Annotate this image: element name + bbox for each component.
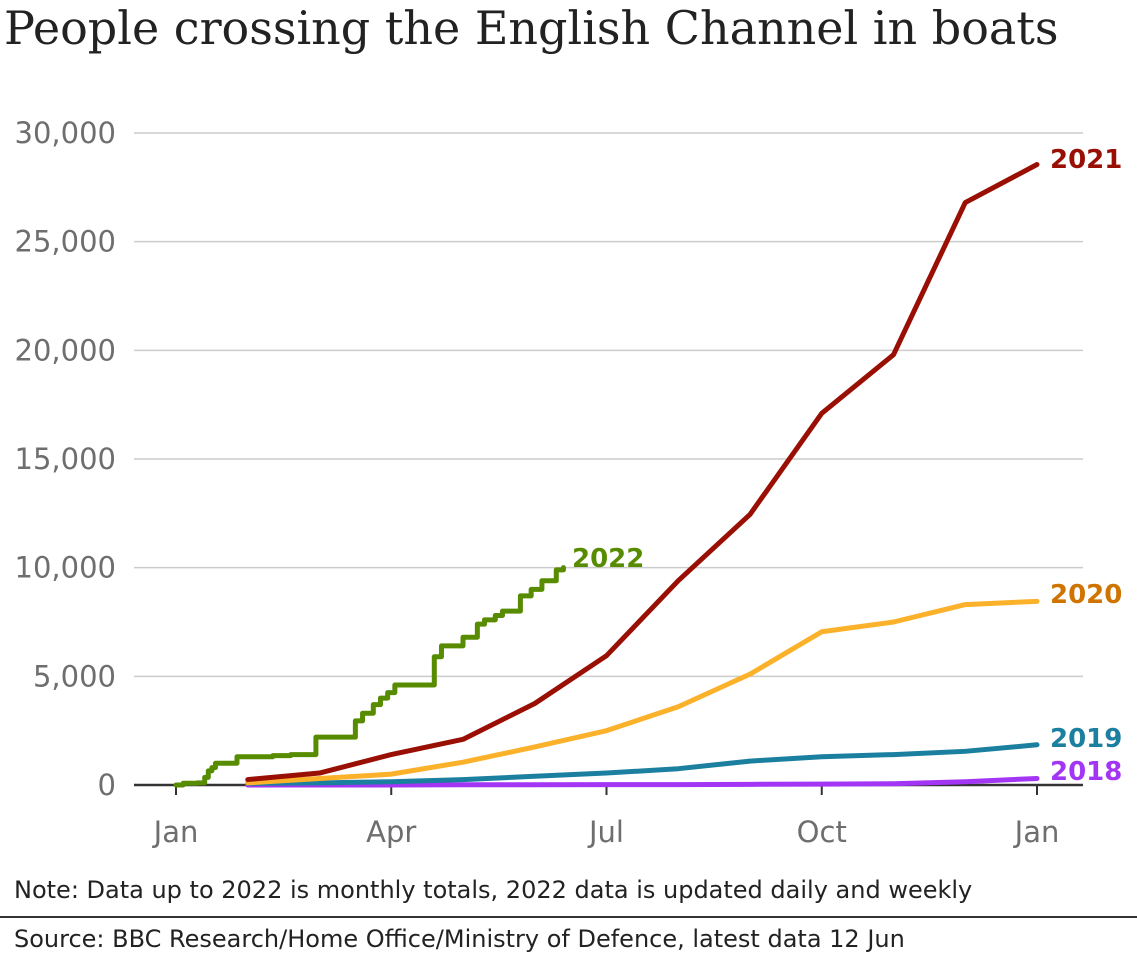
gridlines bbox=[134, 132, 1083, 787]
y-tick-label: 20,000 bbox=[15, 333, 116, 367]
series-label-2020: 2020 bbox=[1050, 580, 1122, 610]
y-tick-label: 10,000 bbox=[15, 551, 116, 585]
chart-note: Note: Data up to 2022 is monthly totals,… bbox=[14, 876, 973, 904]
series-lines bbox=[173, 162, 1040, 788]
series-label-2021: 2021 bbox=[1050, 145, 1122, 175]
x-axis-ticks: Jan Apr Jul Oct Jan bbox=[152, 785, 1060, 849]
chart-source: Source: BBC Research/Home Office/Ministr… bbox=[14, 925, 905, 953]
series-label-2019: 2019 bbox=[1050, 724, 1122, 754]
y-tick-label: 30,000 bbox=[15, 116, 116, 150]
line-chart: 0 5,000 10,000 15,000 20,000 25,000 30,000 Jan… bbox=[15, 116, 1123, 849]
series-line-2020 bbox=[245, 598, 1040, 786]
series-line-2022 bbox=[173, 565, 566, 788]
y-tick-label: 0 bbox=[98, 768, 116, 802]
y-tick-label: 25,000 bbox=[15, 225, 116, 259]
x-tick-label: Apr bbox=[366, 815, 416, 849]
divider bbox=[0, 916, 1137, 918]
chart-title: People crossing the English Channel in b… bbox=[4, 1, 1059, 55]
series-line-2021 bbox=[245, 162, 1040, 783]
x-tick-label: Jan bbox=[1013, 815, 1060, 849]
series-line-2018 bbox=[245, 775, 1040, 788]
series-line-2019 bbox=[245, 742, 1040, 786]
y-axis-ticks: 0 5,000 10,000 15,000 20,000 25,000 30,000 bbox=[15, 116, 116, 802]
x-tick-label: Jul bbox=[587, 815, 624, 849]
series-label-2018: 2018 bbox=[1050, 757, 1122, 787]
x-tick-label: Oct bbox=[797, 815, 847, 849]
y-tick-label: 5,000 bbox=[33, 659, 116, 693]
series-label-2022: 2022 bbox=[572, 544, 644, 574]
y-tick-label: 15,000 bbox=[15, 442, 116, 476]
x-tick-label: Jan bbox=[152, 815, 199, 849]
